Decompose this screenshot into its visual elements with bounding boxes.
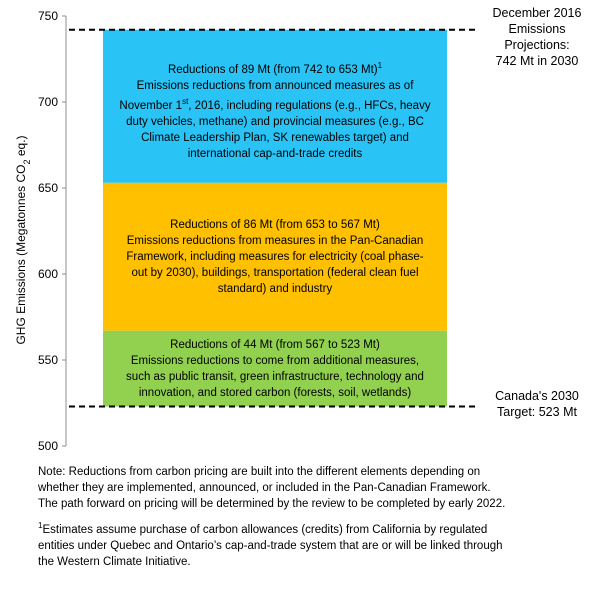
reference-label-line: Canada's 2030 (495, 389, 579, 404)
footnote-mark: 1 (38, 521, 43, 530)
y-tick-label: 600 (38, 267, 58, 281)
annotation-line: Climate Leadership Plan, SK renewables t… (141, 131, 409, 144)
footnote-line: the Western Climate Initiative. (38, 555, 191, 568)
y-tick-label: 650 (38, 181, 58, 195)
segments-layer (103, 29, 447, 407)
annotation-line: Framework, including measures for electr… (126, 250, 424, 263)
reference-label-line: Target: 523 Mt (497, 405, 577, 420)
annotation-line: innovation, and stored carbon (forests, … (138, 386, 412, 399)
chart-note: Note: Reductions from carbon pricing are… (38, 464, 583, 512)
segment-annotation: Reductions of 44 Mt (from 567 to 523 Mt)… (103, 337, 447, 401)
note-line: Note: Reductions from carbon pricing are… (38, 466, 481, 478)
footnote-line: entities under Quebec and Ontario’s cap-… (38, 539, 503, 552)
segment-annotation: Reductions of 89 Mt (from 742 to 653 Mt)… (103, 58, 447, 162)
reference-label-line: Projections: (504, 38, 570, 52)
annotation-line: such as public transit, green infrastruc… (126, 370, 424, 383)
annotation-line: duty vehicles, methane) and provincial m… (126, 115, 424, 128)
superscript: st (182, 97, 189, 107)
reduction-bar-segment (103, 330, 447, 407)
y-tick-label: 500 (38, 439, 58, 453)
reference-label-line: December 2016 (492, 6, 582, 20)
reference-lines (69, 28, 476, 408)
note-line: The path forward on pricing will be dete… (38, 498, 506, 510)
reference-label-line: Emissions (508, 22, 566, 36)
y-axis-label: GHG Emissions (Megatonnes CO2 eq.) (14, 135, 32, 344)
annotation-line: Reductions of 44 Mt (from 567 to 523 Mt) (170, 338, 380, 351)
segment-annotation: Reductions of 86 Mt (from 653 to 567 Mt)… (103, 217, 447, 297)
note-line: whether they are implemented, announced,… (38, 482, 491, 494)
y-ticks: 500 550 600 650 700 750 (38, 9, 66, 453)
annotation-line: Reductions of 86 Mt (from 653 to 567 Mt) (170, 218, 380, 231)
y-tick-label: 550 (38, 353, 58, 367)
reference-line-label: December 2016 Emissions Projections: 742 Mt… (478, 5, 596, 69)
annotation-line: out by 2030), buildings, transportation … (131, 266, 419, 279)
reference-line-label: Canada's 2030 Target: 523 Mt (478, 388, 596, 420)
annotation-line: Reductions of 89 Mt (from 742 to 653 Mt)… (167, 61, 383, 77)
superscript: 1 (377, 61, 383, 71)
footnote-line: 1Estimates assume purchase of carbon all… (38, 521, 488, 536)
reduction-bar-segment (103, 29, 447, 183)
annotation-line: international cap-and-trade credits (187, 147, 363, 160)
y-tick-label: 700 (38, 95, 58, 109)
footnote: 1Estimates assume purchase of carbon all… (38, 518, 583, 570)
annotation-line: standard) and industry (217, 282, 333, 295)
chart-svg: 500 550 600 650 700 750 GHG Emissions (Megato… (14, 9, 476, 453)
reduction-bar-segment (103, 182, 447, 331)
annotation-line: November 1st, 2016, including regulation… (119, 97, 431, 112)
reference-label-line: 742 Mt in 2030 (495, 54, 579, 68)
annotation-line: Emissions reductions from announced meas… (136, 80, 414, 93)
annotation-line: Emissions reductions to come from additi… (130, 354, 420, 367)
y-tick-label: 750 (38, 9, 58, 23)
annotation-line: Emissions reductions from measures in th… (126, 234, 424, 247)
